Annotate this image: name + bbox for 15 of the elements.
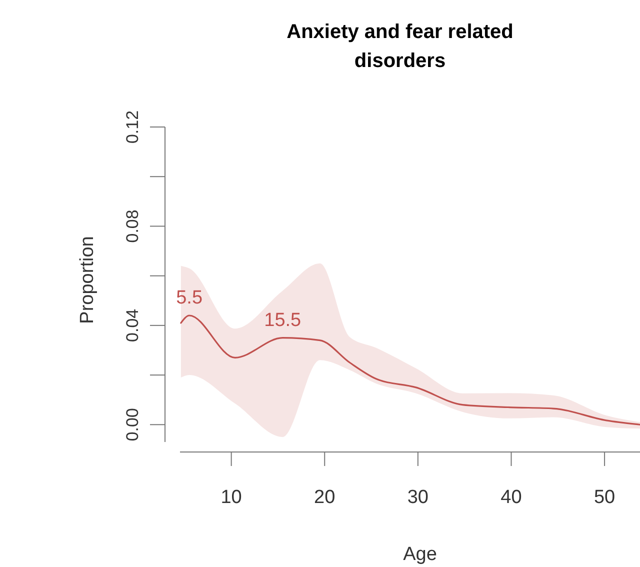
x-tick-label: 20 [314,487,336,508]
x-tick-label: 40 [500,487,522,508]
y-axis-title: Proportion [77,236,98,324]
line-series [180,314,640,426]
annotation: 5.5 [176,288,203,309]
annotation: 15.5 [264,310,302,331]
y-tick-label: 0.08 [123,210,142,243]
y-tick-label: 0.12 [123,110,142,144]
y-tick-label: 0.04 [123,308,142,342]
x-axis-title: Age [403,544,437,565]
x-tick-label: 50 [594,487,616,508]
chart-title: Anxiety and fear related disorders [286,21,514,72]
x-tick-label: 30 [407,487,428,508]
y-tick-label: 0.00 [123,408,142,442]
x-tick-label: 10 [220,487,242,508]
